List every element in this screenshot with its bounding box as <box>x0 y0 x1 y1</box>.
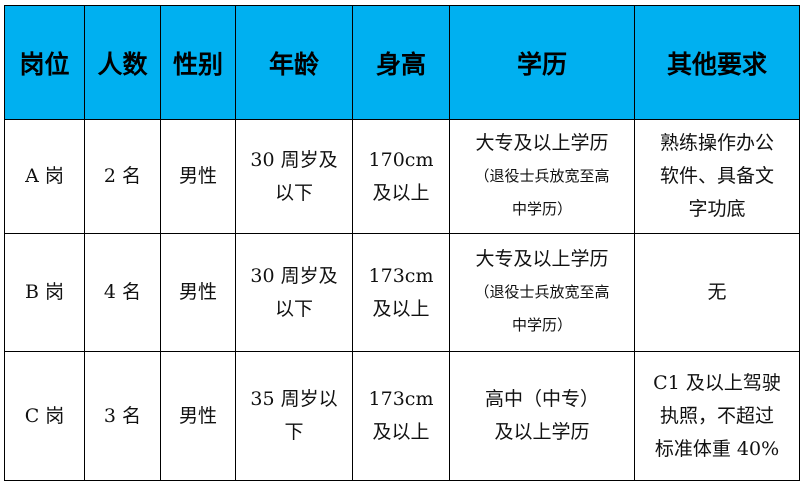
header-post: 岗位 <box>4 5 85 120</box>
other-cell: C1 及以上驾驶 执照，不超过 标准体重 40% <box>634 351 800 481</box>
other-cell-line: 无 <box>707 281 727 303</box>
count-cell: 3 名 <box>84 351 161 481</box>
height-cell-line: 170cm <box>368 148 434 171</box>
gender-cell: 男性 <box>160 351 236 481</box>
age-cell: 30 周岁及 以下 <box>235 233 353 352</box>
education-cell-line: 高中（中专） <box>484 388 599 410</box>
education-cell: 高中（中专） 及以上学历 <box>449 351 635 481</box>
age-cell-line: 35 周岁以 <box>250 388 338 410</box>
header-count: 人数 <box>84 5 161 120</box>
education-cell-line: 及以上学历 <box>494 421 590 443</box>
post-cell: A 岗 <box>4 119 85 234</box>
education-cell-line: 大专及以上学历 <box>475 248 609 270</box>
count-cell: 2 名 <box>84 119 161 234</box>
education-note-line: 中学历） <box>511 200 572 218</box>
header-education: 学历 <box>449 5 635 120</box>
education-note-line: （退役士兵放宽至高 <box>474 283 610 301</box>
header-row: 岗位 人数 性别 年龄 身高 学历 其他要求 <box>4 5 800 120</box>
gender-cell: 男性 <box>160 233 236 352</box>
header-height: 身高 <box>352 5 450 120</box>
education-note-line: （退役士兵放宽至高 <box>474 167 610 185</box>
other-cell-line: 字功底 <box>688 198 746 220</box>
other-cell: 无 <box>634 233 800 352</box>
age-cell-line: 以下 <box>274 297 313 320</box>
post-cell: C 岗 <box>4 351 85 481</box>
education-cell: 大专及以上学历 （退役士兵放宽至高 中学历） <box>449 119 635 234</box>
age-cell-line: 下 <box>284 421 304 443</box>
other-cell-line: 软件、具备文 <box>659 165 774 187</box>
other-cell: 熟练操作办公 软件、具备文 字功底 <box>634 119 800 234</box>
header-gender: 性别 <box>160 5 236 120</box>
age-cell-line: 30 周岁及 <box>250 148 338 171</box>
header-other: 其他要求 <box>634 5 800 120</box>
other-cell-line: C1 及以上驾驶 <box>653 371 781 394</box>
height-cell-line: 及以上 <box>372 421 430 443</box>
height-cell-line: 及以上 <box>372 297 430 320</box>
age-cell-line: 以下 <box>274 181 313 204</box>
other-cell-line: 熟练操作办公 <box>659 132 774 154</box>
education-cell-line: 大专及以上学历 <box>475 132 609 154</box>
count-cell: 4 名 <box>84 233 161 352</box>
education-note-line: 中学历） <box>511 316 572 334</box>
post-cell: B 岗 <box>4 233 85 352</box>
header-age: 年龄 <box>235 5 353 120</box>
age-cell: 30 周岁及 以下 <box>235 119 353 234</box>
gender-cell: 男性 <box>160 119 236 234</box>
height-cell-line: 及以上 <box>372 181 430 204</box>
other-cell-line: 执照，不超过 <box>659 404 774 427</box>
height-cell: 170cm 及以上 <box>352 119 450 234</box>
height-cell-line: 173cm <box>368 264 434 287</box>
height-cell-line: 173cm <box>368 388 434 410</box>
age-cell: 35 周岁以下 <box>235 351 353 481</box>
height-cell: 173cm 及以上 <box>352 351 450 481</box>
education-cell: 大专及以上学历 （退役士兵放宽至高 中学历） <box>449 233 635 352</box>
age-cell-line: 30 周岁及 <box>250 264 338 287</box>
other-cell-line: 标准体重 40% <box>654 437 780 460</box>
height-cell: 173cm 及以上 <box>352 233 450 352</box>
